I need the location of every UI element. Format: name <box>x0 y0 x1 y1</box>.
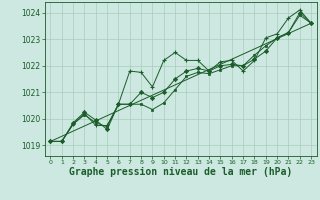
X-axis label: Graphe pression niveau de la mer (hPa): Graphe pression niveau de la mer (hPa) <box>69 167 292 177</box>
